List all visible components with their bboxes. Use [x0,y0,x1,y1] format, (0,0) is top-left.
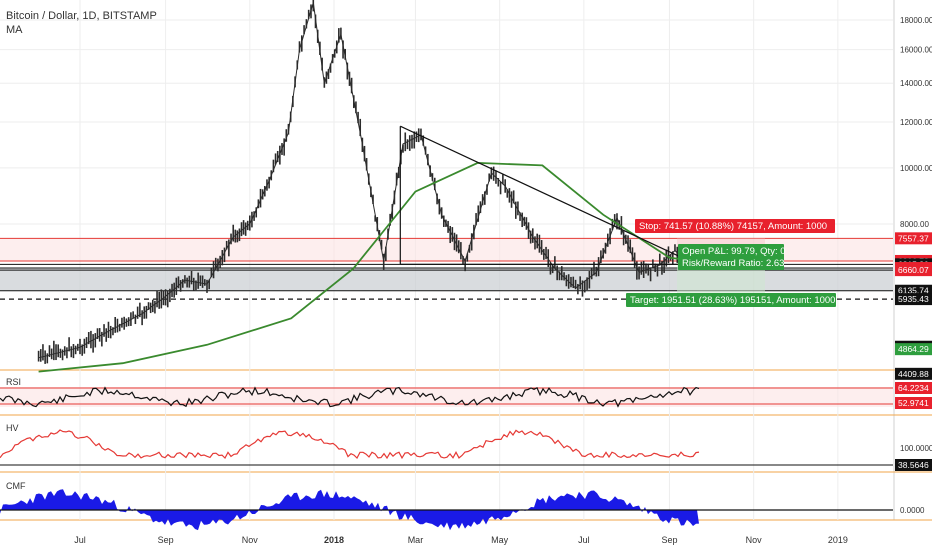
x-tick-label: Sep [158,535,174,545]
rsi-value-2: 52.9741 [898,398,929,408]
rsi-value-bg [895,382,932,394]
rsi-value-1: 64.2234 [898,383,929,393]
x-tick-label: Jul [578,535,590,545]
price-label-bg [895,367,932,380]
price-label: 7557.37 [898,233,929,243]
hv-value-bg [895,459,932,471]
cmf-tick-label: 0.0000 [900,506,925,515]
open-pnl-label: Open P&L: 99.79, Qty: 0 [682,246,786,257]
support-zone [0,268,893,291]
hv-tick-label: 100.0000 [900,444,932,453]
symbol-title: Bitcoin / Dollar, 1D, BITSTAMP [6,10,157,22]
x-tick-label: 2019 [828,535,848,545]
rsi-value-bg [895,397,932,409]
x-tick-label: May [491,535,509,545]
stop-label-bg [635,219,835,233]
x-tick-label: Mar [408,535,424,545]
x-tick-label: Nov [242,535,259,545]
price-label: 6135.74 [898,286,929,296]
x-tick-label: Jul [74,535,86,545]
hv-value: 38.5646 [898,460,929,470]
price-label: 4409.88 [898,369,929,379]
x-tick-label: 2018 [324,535,344,545]
hv-title: HV [6,423,19,433]
price-label: 4864.29 [898,344,929,354]
ma-line[interactable] [38,161,696,373]
y-tick-label: 16000.00 [900,46,932,55]
triangle-upper-line[interactable] [400,125,683,259]
target-label-bg [626,293,836,307]
price-label: 6660.07 [898,265,929,275]
ma-indicator-label: MA [6,24,23,36]
target-label: Target: 1951.51 (28.63%) 195151, Amount:… [630,295,835,306]
price-label-bg [895,264,932,277]
x-tick-label: Nov [746,535,763,545]
y-tick-label: 10000.00 [900,164,932,173]
rsi-title: RSI [6,377,21,387]
risk-reward-label: Risk/Reward Ratio: 2.63 [682,258,784,269]
price-line[interactable] [38,2,690,359]
open-pnl-label-bg [678,244,784,258]
stop-label: Stop: 741.57 (10.88%) 74157, Amount: 100… [639,221,827,232]
risk-reward-label-bg [678,256,784,270]
y-tick-label: 18000.00 [900,16,932,25]
y-tick-label: 14000.00 [900,79,932,88]
price-label-bg [895,343,932,356]
price-label: 5935.43 [898,294,929,304]
cmf-title: CMF [6,481,26,491]
price-label-bg [895,293,932,306]
y-tick-label: 8000.00 [900,220,929,229]
price-label-bg [895,232,932,245]
x-tick-label: Sep [661,535,677,545]
y-tick-label: 12000.00 [900,118,932,127]
hv-line[interactable] [0,429,700,460]
rsi-line[interactable] [0,386,700,408]
